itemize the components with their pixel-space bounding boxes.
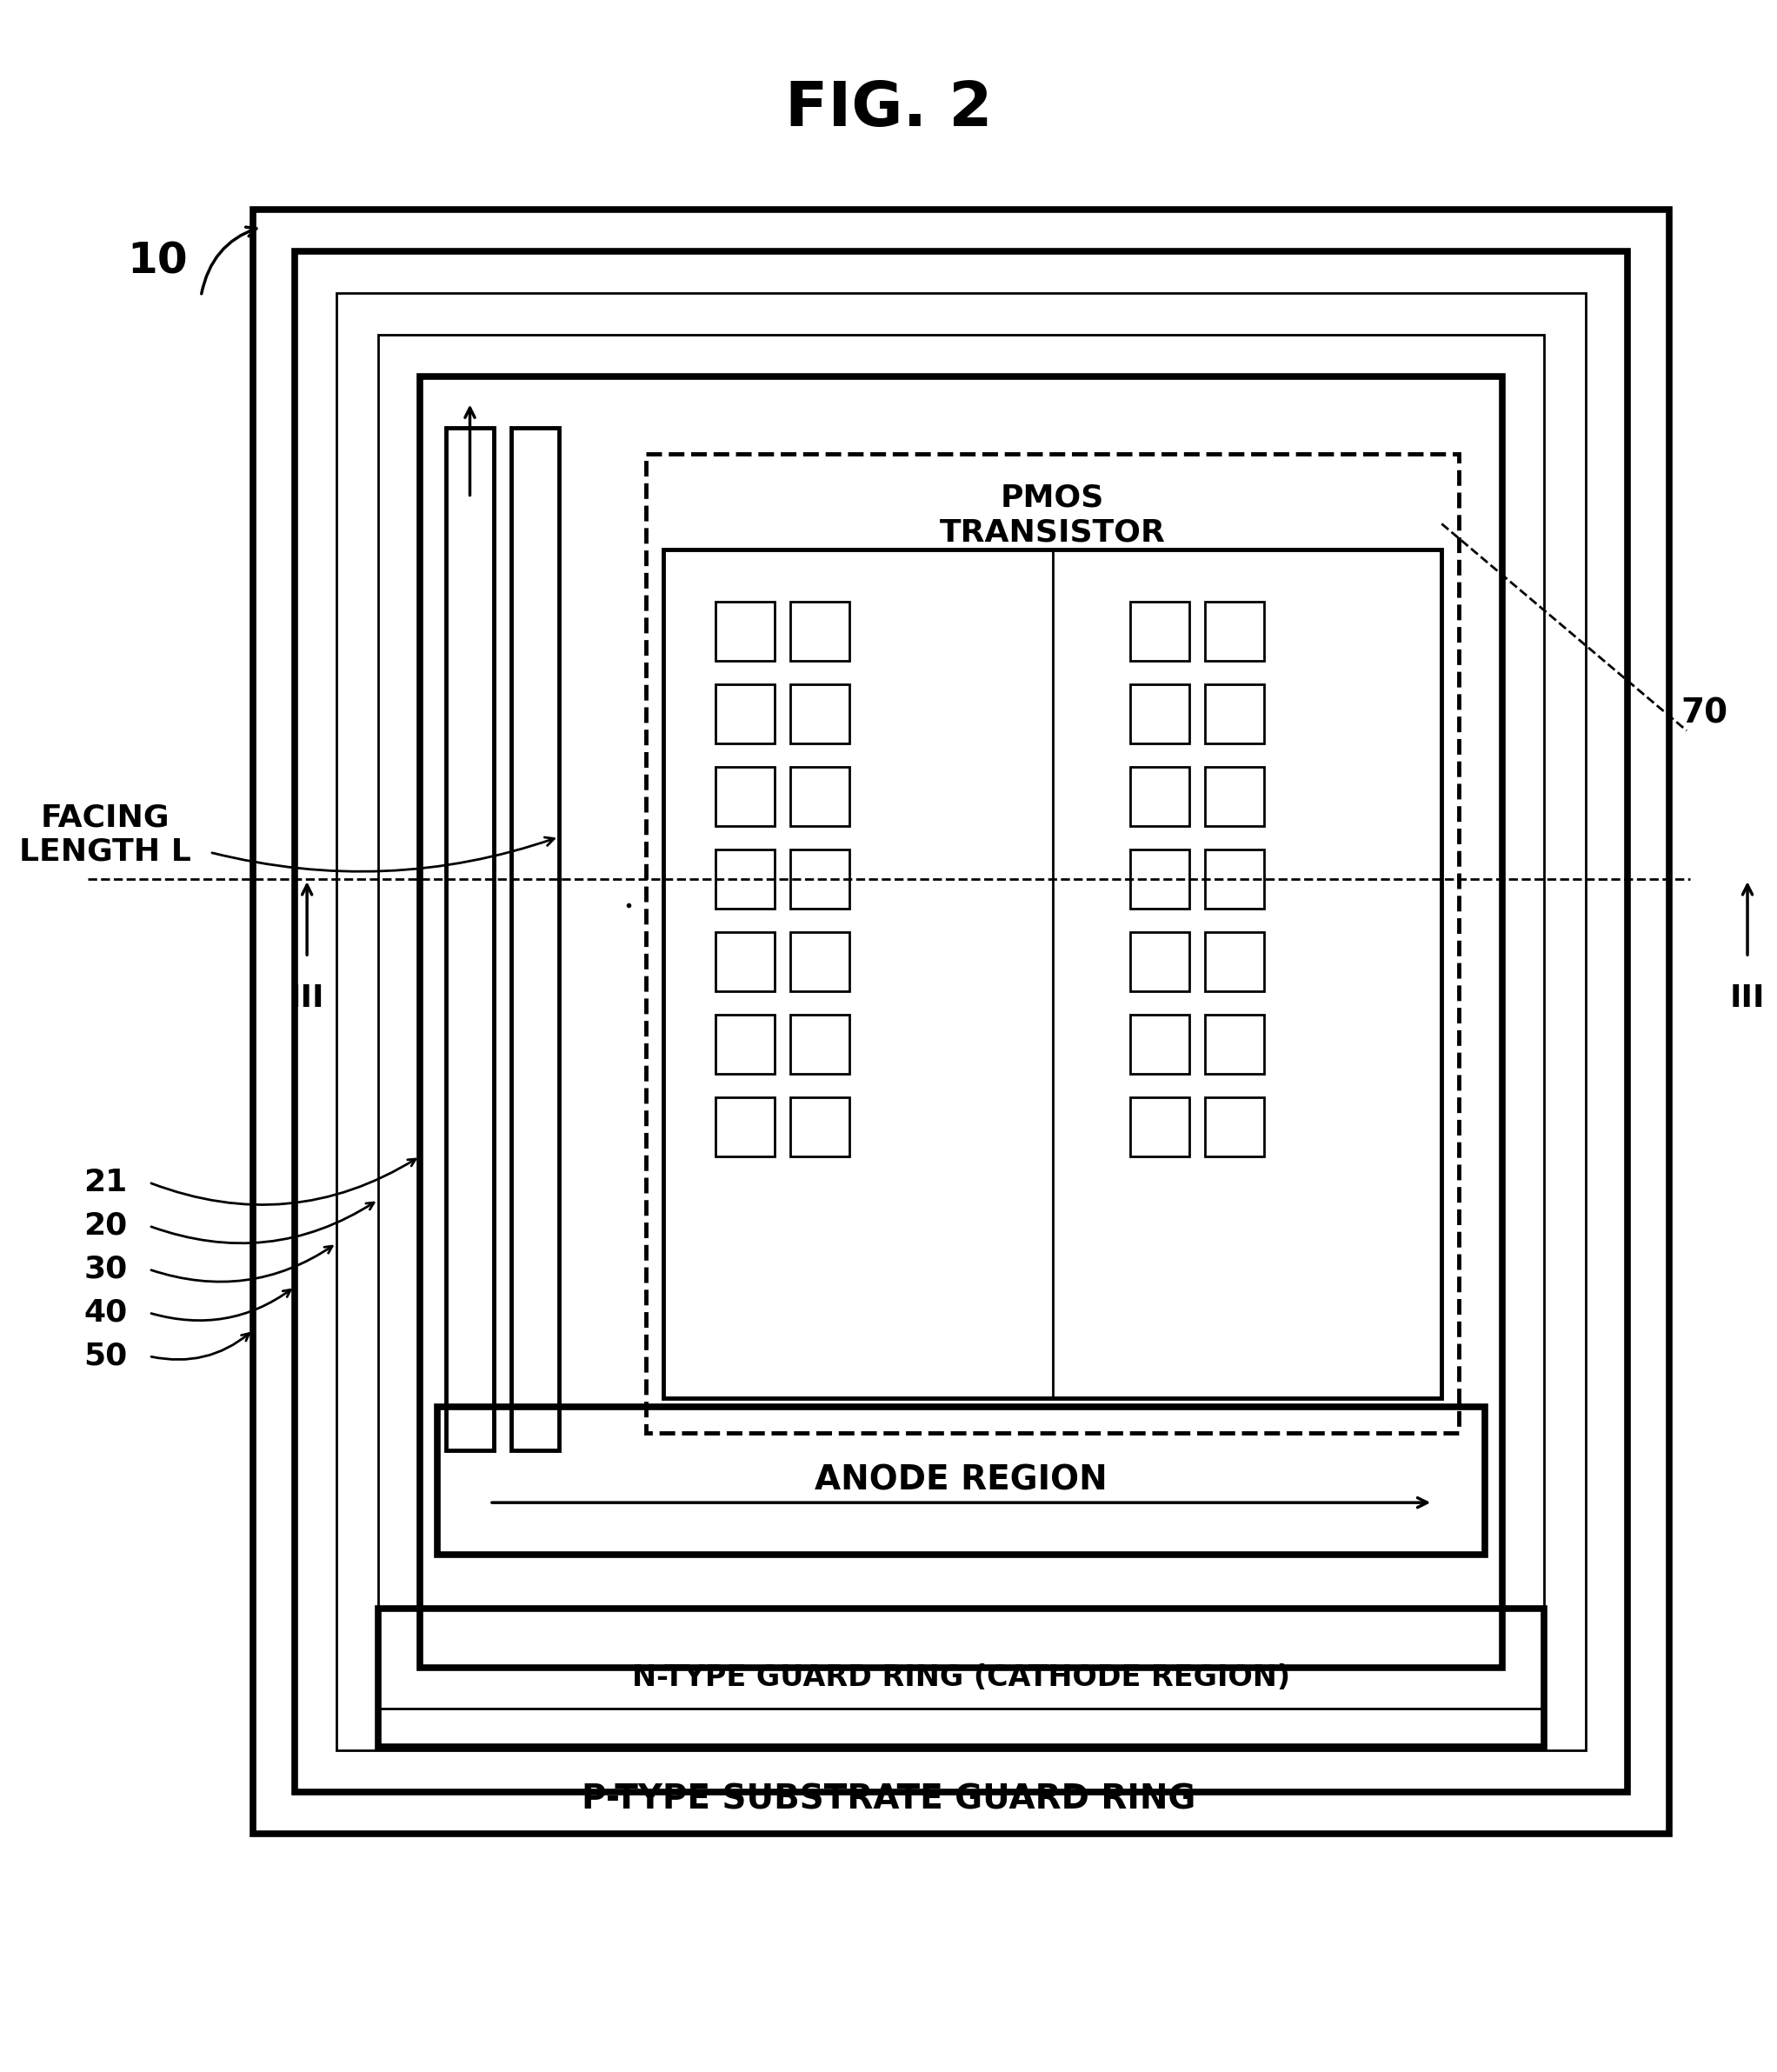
- Bar: [791, 1098, 849, 1156]
- Bar: [716, 767, 775, 827]
- Text: III: III: [290, 984, 325, 1013]
- Bar: [716, 684, 775, 744]
- Bar: [716, 932, 775, 990]
- Text: III: III: [1729, 984, 1765, 1013]
- Text: 10: 10: [128, 240, 188, 282]
- Text: FACING
LENGTH L: FACING LENGTH L: [20, 804, 192, 866]
- Bar: [1205, 767, 1265, 827]
- Bar: [1130, 684, 1189, 744]
- Text: ANODE REGION: ANODE REGION: [816, 1465, 1107, 1496]
- Bar: [1130, 1098, 1189, 1156]
- Bar: [791, 684, 849, 744]
- Bar: [295, 251, 1628, 1792]
- Bar: [446, 429, 494, 1450]
- Bar: [419, 375, 1503, 1668]
- Bar: [791, 850, 849, 910]
- Text: 20: 20: [84, 1210, 128, 1241]
- Bar: [791, 603, 849, 661]
- Bar: [716, 603, 775, 661]
- Bar: [645, 454, 1459, 1432]
- Bar: [379, 1608, 1544, 1747]
- Text: PMOS
TRANSISTOR: PMOS TRANSISTOR: [940, 483, 1166, 547]
- Text: N-TYPE GUARD RING (CATHODE REGION): N-TYPE GUARD RING (CATHODE REGION): [633, 1664, 1290, 1693]
- Bar: [379, 334, 1544, 1709]
- Bar: [1205, 684, 1265, 744]
- Bar: [1130, 932, 1189, 990]
- Text: 30: 30: [84, 1254, 128, 1285]
- Bar: [252, 209, 1669, 1834]
- Text: 70: 70: [1681, 696, 1727, 729]
- Bar: [1205, 932, 1265, 990]
- Bar: [1205, 1098, 1265, 1156]
- Bar: [512, 429, 560, 1450]
- Text: 21: 21: [84, 1169, 128, 1198]
- Bar: [437, 1407, 1486, 1554]
- Bar: [791, 1015, 849, 1073]
- Bar: [1130, 603, 1189, 661]
- Bar: [1205, 850, 1265, 910]
- Bar: [663, 549, 1441, 1399]
- Bar: [1130, 850, 1189, 910]
- Bar: [716, 1015, 775, 1073]
- Bar: [1130, 767, 1189, 827]
- Bar: [1205, 603, 1265, 661]
- Text: 50: 50: [84, 1341, 128, 1372]
- Bar: [1130, 1015, 1189, 1073]
- Text: P-TYPE SUBSTRATE GUARD RING: P-TYPE SUBSTRATE GUARD RING: [583, 1782, 1196, 1815]
- Bar: [336, 292, 1585, 1751]
- Text: 40: 40: [84, 1297, 128, 1328]
- Text: FIG. 2: FIG. 2: [785, 79, 993, 139]
- Bar: [791, 767, 849, 827]
- Bar: [1205, 1015, 1265, 1073]
- Bar: [716, 850, 775, 910]
- Bar: [791, 932, 849, 990]
- Bar: [716, 1098, 775, 1156]
